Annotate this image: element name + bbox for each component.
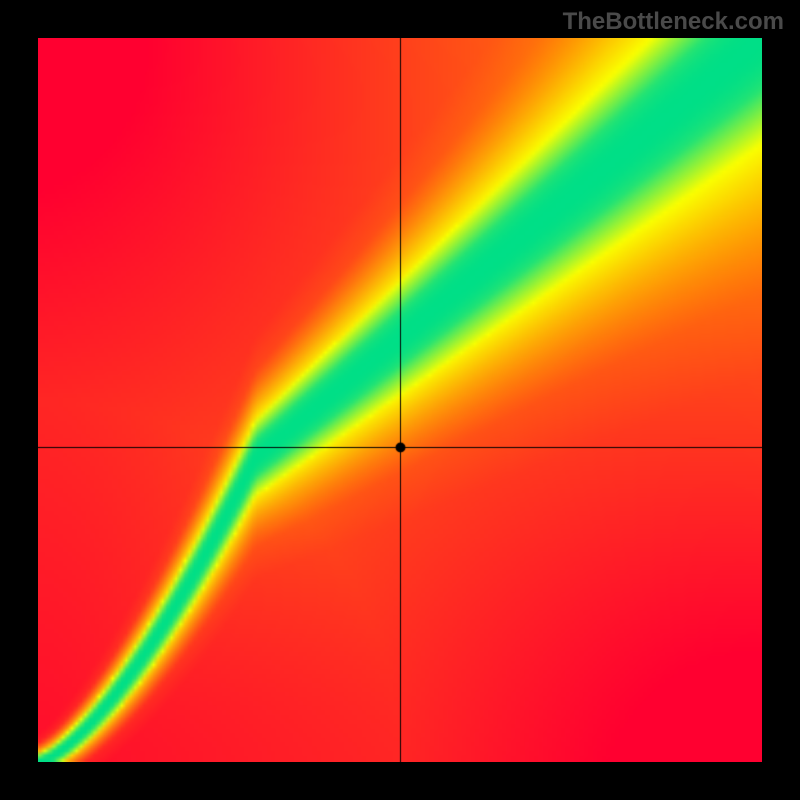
watermark-text: TheBottleneck.com <box>563 8 784 36</box>
chart-container: TheBottleneck.com <box>0 0 800 800</box>
crosshair-overlay <box>38 38 762 762</box>
